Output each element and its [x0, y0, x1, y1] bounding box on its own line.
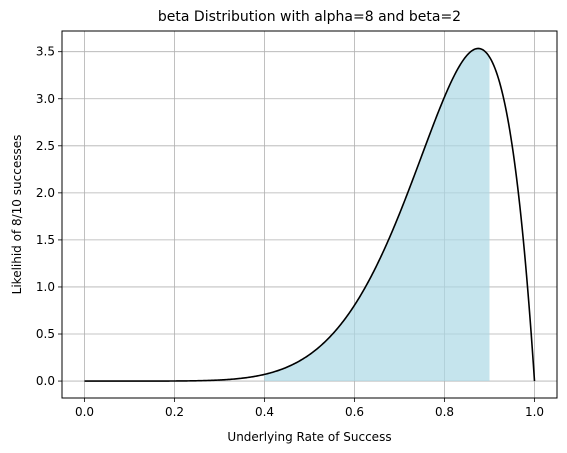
y-tick-label: 3.5: [36, 45, 55, 59]
shaded-area: [264, 48, 490, 382]
plot-frame: [61, 30, 558, 399]
x-tick-label: 0.2: [165, 405, 184, 419]
y-tick-label: 2.0: [36, 186, 55, 200]
y-axis-ticks: 0.0 0.5 1.0 1.5 2.0 2.5 3.0 3.5: [36, 45, 62, 388]
x-tick-label: 0.8: [435, 405, 454, 419]
x-tick-label: 0.6: [345, 405, 364, 419]
density-line: [84, 47, 536, 382]
y-axis-label: Likelihid of 8/10 successes: [10, 135, 24, 295]
density-line-layer: [84, 47, 536, 382]
x-axis-ticks: 0.0 0.2 0.4 0.6 0.8 1.0: [75, 398, 544, 419]
y-tick-label: 3.0: [36, 92, 55, 106]
x-tick-label: 0.0: [75, 405, 94, 419]
y-tick-label: 2.5: [36, 139, 55, 153]
y-tick-label: 1.5: [36, 233, 55, 247]
chart-title: beta Distribution with alpha=8 and beta=…: [158, 9, 461, 25]
y-tick-label: 0.5: [36, 327, 55, 341]
y-tick-label: 0.0: [36, 374, 55, 388]
x-tick-label: 1.0: [525, 405, 544, 419]
x-axis-label: Underlying Rate of Success: [227, 430, 391, 444]
x-tick-label: 0.4: [255, 405, 274, 419]
y-tick-label: 1.0: [36, 280, 55, 294]
shaded-area-layer: [264, 48, 490, 382]
